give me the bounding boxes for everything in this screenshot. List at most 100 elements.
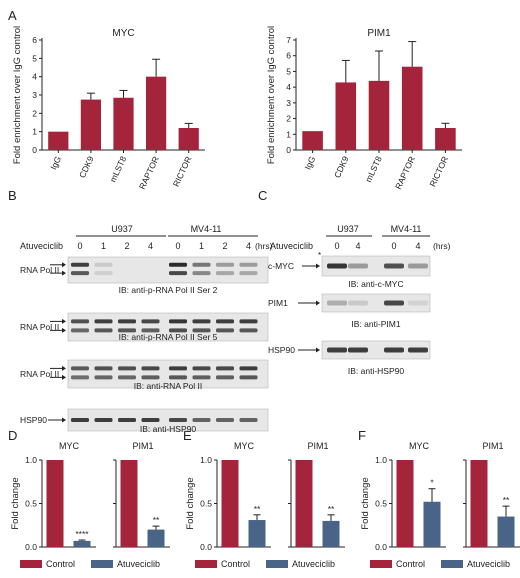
legend-swatch-atuveciclib xyxy=(441,560,463,568)
y-tick-label: 5 xyxy=(286,66,291,76)
blot-caption: IB: anti-c-MYC xyxy=(348,279,403,289)
bar-atuveciclib xyxy=(248,520,266,547)
bar-atuveciclib xyxy=(73,540,91,547)
blot-band xyxy=(118,366,136,371)
blot-band xyxy=(192,328,211,333)
bar-atuveciclib xyxy=(147,529,165,547)
bar xyxy=(335,82,357,150)
panel-letter-c: C xyxy=(258,188,267,203)
gene-title: MYC xyxy=(234,441,255,451)
band-arrow-head xyxy=(62,374,66,380)
y-tick-label: 2 xyxy=(286,114,291,124)
blot-band xyxy=(239,262,258,267)
time-label: 4 xyxy=(246,241,251,251)
blot-band xyxy=(71,328,89,333)
blot-band xyxy=(239,375,258,380)
blot-band xyxy=(384,300,404,306)
blot-band xyxy=(94,366,113,371)
panel-letter-e: E xyxy=(183,428,192,443)
bar-control xyxy=(396,460,414,547)
blot-protein-label: c-MYC xyxy=(268,261,294,271)
blot-protein-label: RNA Pol II xyxy=(20,322,59,332)
blot-band xyxy=(192,319,211,324)
significance-mark: ** xyxy=(328,504,335,514)
y-tick-label: 1 xyxy=(286,129,291,139)
y-tick-label: 7 xyxy=(286,35,291,45)
blot-band xyxy=(192,375,211,380)
blot-band xyxy=(239,319,258,324)
bar xyxy=(145,76,167,150)
y-tick-label: 1.0 xyxy=(25,455,37,465)
blot-band xyxy=(239,418,258,422)
bar-control xyxy=(221,460,239,547)
band-arrow-head xyxy=(62,318,66,324)
band-arrow-head xyxy=(316,263,320,269)
bar xyxy=(302,131,323,150)
bar xyxy=(178,128,199,150)
blot-caption: IB: anti-p-RNA Pol II Ser 5 xyxy=(119,332,218,342)
blot-protein-label: HSP90 xyxy=(268,345,295,355)
y-tick-label: 3 xyxy=(32,90,37,100)
blot-image xyxy=(67,256,269,284)
blot-band xyxy=(141,418,160,422)
y-tick-label: 0.5 xyxy=(25,499,37,509)
time-label: 4 xyxy=(415,241,420,251)
blot-band xyxy=(94,418,113,422)
blot-band xyxy=(118,418,136,422)
blot-band xyxy=(384,347,404,353)
blot-image xyxy=(67,312,269,342)
y-tick-label: 0.5 xyxy=(375,499,387,509)
blot-caption: IB: anti-p-RNA Pol II Ser 2 xyxy=(119,285,218,295)
blot-band xyxy=(141,328,160,333)
blot-band xyxy=(141,319,160,324)
blot-band xyxy=(192,262,211,267)
time-label: 2 xyxy=(222,241,227,251)
panel-letter-f: F xyxy=(358,428,366,443)
blot-band xyxy=(71,366,89,371)
y-axis-label: Fold change xyxy=(10,477,21,529)
blot-band xyxy=(71,418,89,422)
blot-protein-label: HSP90 xyxy=(20,415,47,425)
blot-caption: IB: anti-HSP90 xyxy=(348,366,404,376)
group-label-mv411: MV4-11 xyxy=(391,224,422,234)
blot-band xyxy=(327,263,347,269)
time-label: 0 xyxy=(334,241,339,251)
legend-label-control: Control xyxy=(221,559,250,569)
blot-band xyxy=(239,366,258,371)
blot-protein-label: PIM1 xyxy=(268,298,288,308)
y-axis-label: Fold enrichment over IgG control xyxy=(12,26,23,164)
bar xyxy=(368,80,390,150)
bar-control xyxy=(120,460,138,547)
group-label-mv411: MV4-11 xyxy=(191,224,222,234)
blot-band xyxy=(94,328,113,333)
band-arrow-head xyxy=(62,262,66,268)
gene-title: PIM1 xyxy=(132,441,153,451)
blot-band xyxy=(348,263,368,269)
gene-title: MYC xyxy=(409,441,430,451)
blot-image xyxy=(321,293,431,313)
blot-caption: IB: anti-RNA Pol II xyxy=(134,381,203,391)
gene-title: PIM1 xyxy=(482,441,503,451)
blot-band xyxy=(169,328,187,333)
y-tick-label: 0.0 xyxy=(200,542,212,552)
unit-label: (hrs) xyxy=(255,241,273,251)
significance-mark: * xyxy=(430,478,434,488)
x-tick-label: IgG xyxy=(303,155,318,172)
blot-caption: IB: anti-HSP90 xyxy=(140,424,196,434)
band-arrow-head xyxy=(62,327,66,333)
blot-protein-label: RNA Pol II xyxy=(20,369,59,379)
gene-title: PIM1 xyxy=(307,441,328,451)
legend-label-atuveciclib: Atuveciclib xyxy=(117,559,160,569)
blot-band xyxy=(71,375,89,380)
legend-label-control: Control xyxy=(396,559,425,569)
nonspecific-star: * xyxy=(318,251,321,260)
blot-band xyxy=(216,375,234,380)
blot-band xyxy=(216,366,234,371)
x-tick-label: IgG xyxy=(48,155,63,172)
y-tick-label: 3 xyxy=(286,98,291,108)
blot-band xyxy=(192,366,211,371)
blot-band xyxy=(169,271,187,276)
x-tick-label: mLST8 xyxy=(363,154,384,183)
blot-band xyxy=(141,366,160,371)
y-tick-label: 5 xyxy=(32,53,37,63)
